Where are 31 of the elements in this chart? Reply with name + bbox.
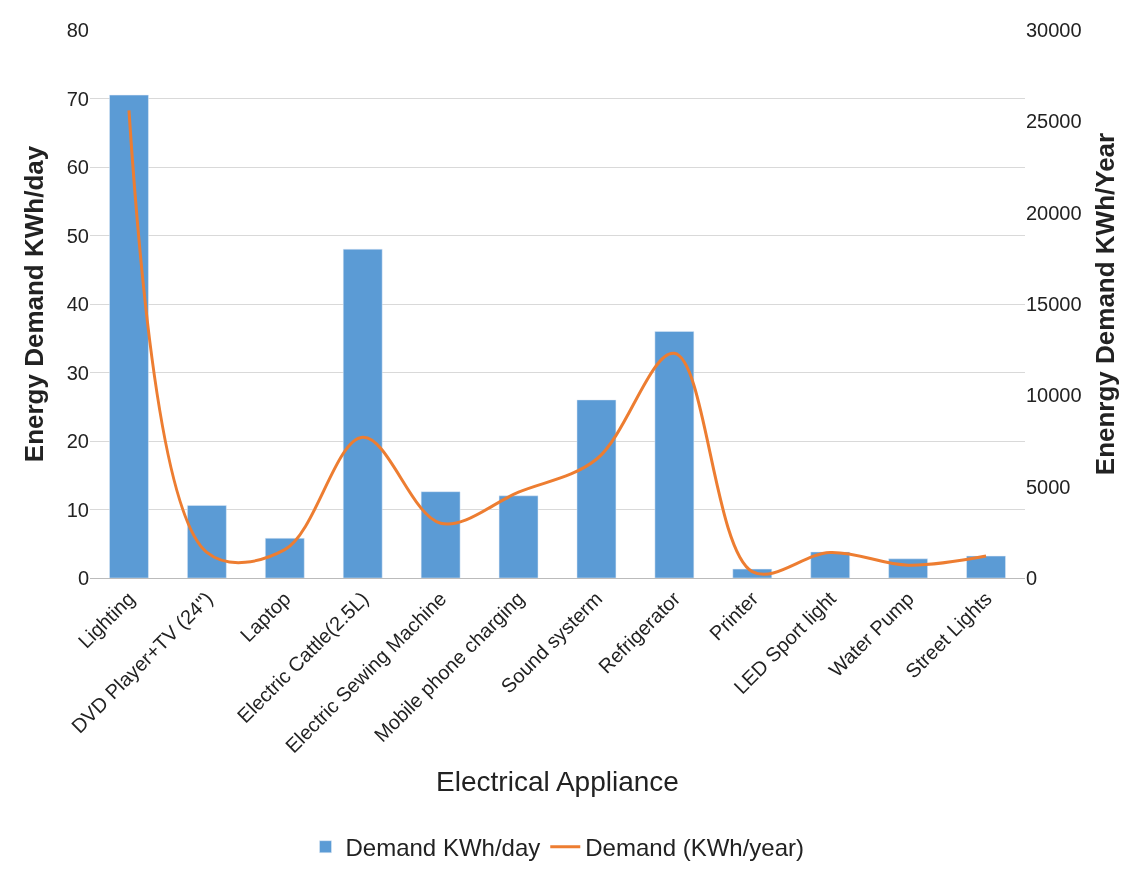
bar	[966, 555, 1006, 578]
y-tick-label: 10	[66, 498, 89, 521]
bar	[265, 538, 305, 578]
y2-tick-label: 15000	[1026, 293, 1082, 315]
bar	[342, 248, 383, 578]
y2-tick-label: 10000	[1026, 384, 1082, 407]
y2-tick-label: 30000	[1026, 19, 1082, 41]
bar	[810, 551, 850, 578]
y-tick-label: 70	[66, 87, 89, 110]
y-tick-label: 50	[66, 224, 89, 247]
y-tick-label: 40	[66, 293, 89, 315]
bar	[187, 505, 227, 578]
y-tick-label: 20	[66, 430, 89, 452]
y-axis-title: Energy Demand KWh/day	[19, 145, 50, 463]
y-tick-label: 30	[66, 361, 89, 384]
bar	[576, 399, 617, 578]
y2-tick-label: 25000	[1026, 110, 1082, 133]
y2-tick-label: 0	[1026, 567, 1038, 589]
y-tick-label: 80	[66, 19, 89, 41]
legend-label: Demand (KWh/year)	[585, 834, 804, 862]
bar	[109, 94, 149, 578]
y2-axis-title: Enenrgy Demand KWh/Year	[1090, 132, 1121, 476]
y2-tick-label: 5000	[1026, 475, 1071, 498]
x-axis-title: Electrical Appliance	[436, 766, 679, 798]
y-tick-label: 0	[77, 567, 89, 589]
y2-tick-label: 20000	[1026, 201, 1082, 224]
bar	[420, 491, 461, 578]
bar	[498, 495, 539, 578]
bar	[654, 331, 695, 578]
legend-label: Demand KWh/day	[345, 834, 541, 862]
y-tick-label: 60	[66, 156, 89, 178]
